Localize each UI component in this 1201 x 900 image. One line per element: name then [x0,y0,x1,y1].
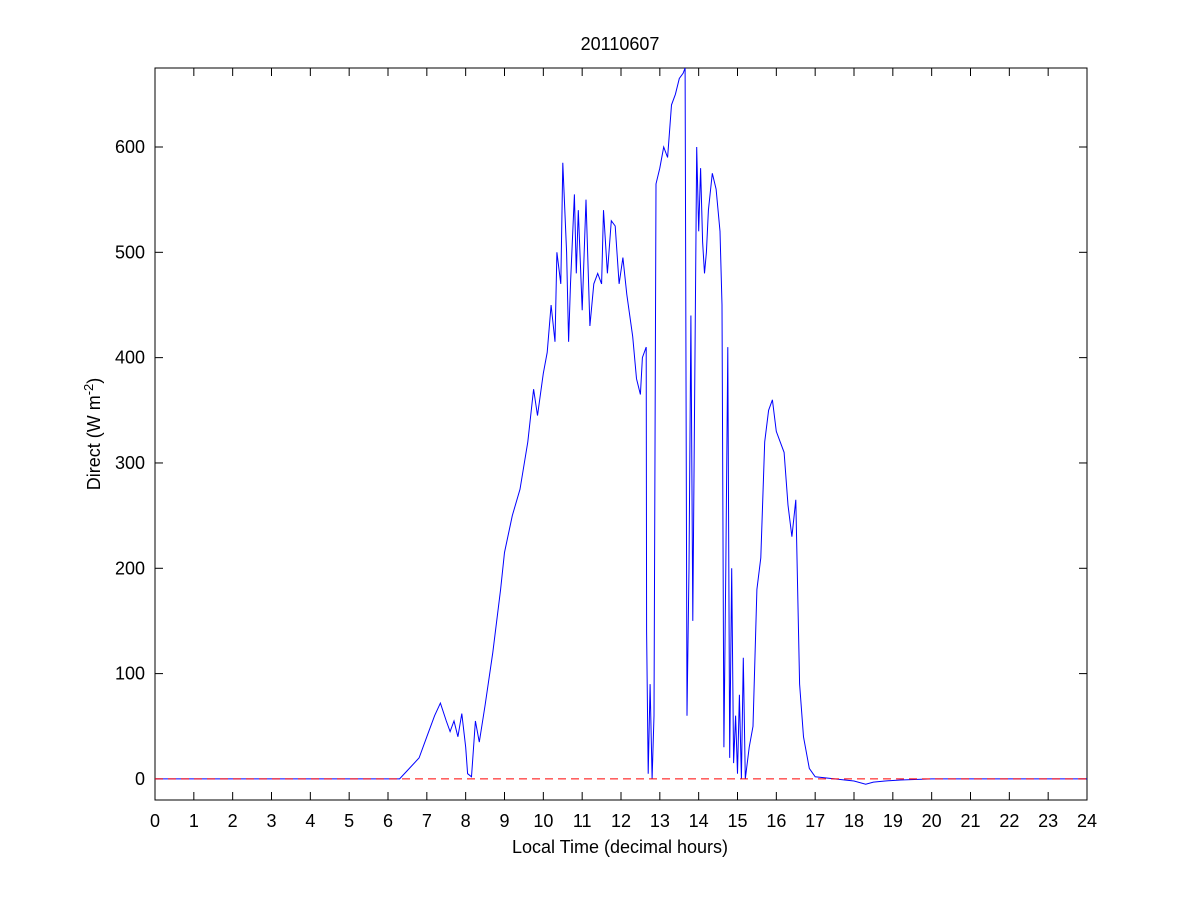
x-tick-label-23: 23 [1038,811,1058,831]
y-axis-title-main: Direct (W m [84,395,104,490]
series-layer [155,67,1087,785]
x-tick-label-21: 21 [960,811,980,831]
x-tick-label-15: 15 [727,811,747,831]
y-tick-label-2: 200 [115,558,145,578]
y-axis-title: Direct (W m-2) [81,378,105,491]
x-tick-label-20: 20 [922,811,942,831]
x-tick-label-6: 6 [383,811,393,831]
x-tick-label-7: 7 [422,811,432,831]
x-tick-label-18: 18 [844,811,864,831]
x-tick-label-12: 12 [611,811,631,831]
y-axis-title-sup: -2 [81,384,96,396]
y-axis-title-end: ) [84,378,104,384]
x-tick-label-0: 0 [150,811,160,831]
x-tick-label-3: 3 [266,811,276,831]
series-line-0 [155,67,1087,785]
x-tick-label-22: 22 [999,811,1019,831]
x-tick-label-8: 8 [461,811,471,831]
x-axis-title: Local Time (decimal hours) [512,837,728,857]
y-tick-label-5: 500 [115,242,145,262]
y-tick-label-6: 600 [115,137,145,157]
x-tick-label-1: 1 [189,811,199,831]
x-tick-label-4: 4 [305,811,315,831]
y-tick-label-3: 300 [115,453,145,473]
x-tick-label-5: 5 [344,811,354,831]
y-tick-label-1: 100 [115,664,145,684]
x-tick-label-13: 13 [650,811,670,831]
x-tick-label-24: 24 [1077,811,1097,831]
x-tick-label-9: 9 [499,811,509,831]
y-tick-label-0: 0 [135,769,145,789]
plot-frame [154,67,1088,801]
x-tick-label-2: 2 [228,811,238,831]
y-tick-label-4: 400 [115,348,145,368]
x-tick-label-16: 16 [766,811,786,831]
x-tick-label-17: 17 [805,811,825,831]
x-tick-label-19: 19 [883,811,903,831]
x-tick-label-10: 10 [533,811,553,831]
ticks-layer: 0 1 2 3 4 5 6 7 8 9 10 11 12 13 14 15 16 17 18 19 20 21 22 23 24… [115,68,1097,831]
x-tick-label-14: 14 [689,811,709,831]
chart-title: 20110607 [581,34,660,54]
x-tick-label-11: 11 [573,811,592,831]
